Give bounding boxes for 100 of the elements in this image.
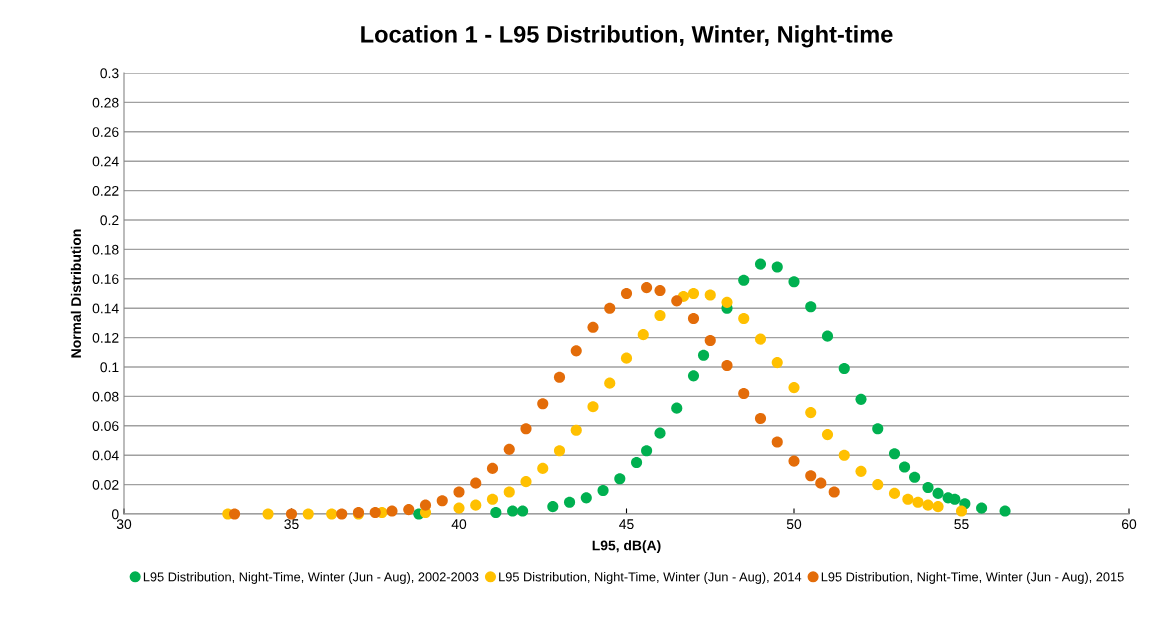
point bbox=[738, 387, 750, 400]
point bbox=[821, 429, 834, 441]
point bbox=[821, 330, 834, 342]
point bbox=[976, 502, 988, 514]
y-tick-label: 0.08 bbox=[92, 391, 119, 402]
point bbox=[637, 329, 649, 341]
point bbox=[805, 407, 817, 419]
point bbox=[932, 487, 944, 499]
point bbox=[641, 445, 653, 457]
point bbox=[604, 302, 616, 314]
point bbox=[507, 505, 519, 517]
point bbox=[641, 282, 653, 294]
point bbox=[620, 352, 633, 364]
point bbox=[738, 312, 750, 325]
point bbox=[517, 505, 529, 517]
point bbox=[654, 427, 666, 439]
point bbox=[302, 508, 314, 520]
point bbox=[738, 274, 750, 286]
point bbox=[721, 359, 733, 372]
point bbox=[754, 412, 767, 425]
point bbox=[888, 487, 901, 499]
point bbox=[654, 285, 666, 297]
point bbox=[604, 377, 616, 389]
y-tick-label: 0.2 bbox=[100, 215, 119, 226]
point bbox=[580, 492, 592, 504]
point bbox=[932, 501, 944, 513]
point bbox=[654, 309, 666, 322]
point bbox=[771, 436, 783, 448]
y-tick-label: 0.16 bbox=[92, 274, 119, 284]
point bbox=[872, 479, 884, 491]
y-tick-label: 0.24 bbox=[92, 156, 119, 167]
point bbox=[587, 401, 599, 413]
point bbox=[486, 493, 499, 505]
point bbox=[704, 334, 716, 347]
point bbox=[955, 505, 968, 517]
legend-label: L95 Distribution, Night-Time, Winter (Jun - Aug), 2002-2003 bbox=[143, 572, 479, 584]
point bbox=[838, 362, 850, 375]
point bbox=[805, 470, 817, 482]
x-tick-label: 40 bbox=[451, 519, 467, 530]
point bbox=[788, 276, 800, 288]
point bbox=[805, 301, 817, 313]
point bbox=[470, 499, 482, 511]
point bbox=[855, 465, 867, 477]
point bbox=[419, 499, 432, 511]
point bbox=[697, 349, 710, 361]
x-tick-label: 60 bbox=[1121, 519, 1137, 530]
x-tick-label: 45 bbox=[619, 519, 634, 530]
point bbox=[922, 499, 934, 511]
point bbox=[771, 261, 783, 273]
x-tick-label: 30 bbox=[116, 519, 132, 530]
point bbox=[828, 486, 840, 498]
point bbox=[537, 398, 549, 410]
point bbox=[671, 402, 683, 414]
x-tick-label: 35 bbox=[284, 519, 299, 530]
y-tick-label: 0 bbox=[111, 509, 119, 520]
point bbox=[520, 423, 532, 435]
y-axis-title: Normal Distribution bbox=[70, 229, 82, 358]
y-tick-label: 0.04 bbox=[92, 450, 119, 461]
y-tick-label: 0.06 bbox=[92, 421, 119, 431]
legend-label: L95 Distribution, Night-Time, Winter (Jun - Aug), 2014 bbox=[499, 572, 802, 584]
y-tick-label: 0.14 bbox=[92, 303, 119, 314]
point bbox=[902, 493, 914, 505]
y-tick-label: 0.18 bbox=[92, 244, 119, 255]
point bbox=[453, 486, 465, 498]
point bbox=[587, 321, 599, 333]
y-tick-label: 0.22 bbox=[92, 185, 119, 196]
y-tick-label: 0.1 bbox=[100, 362, 119, 373]
point bbox=[671, 295, 683, 307]
x-tick-label: 50 bbox=[786, 519, 802, 530]
point bbox=[553, 371, 566, 383]
point bbox=[285, 508, 298, 520]
point bbox=[403, 504, 415, 516]
point bbox=[704, 289, 716, 301]
point bbox=[909, 471, 921, 483]
point bbox=[898, 461, 911, 473]
point bbox=[999, 505, 1011, 517]
point bbox=[597, 484, 609, 497]
point bbox=[262, 508, 274, 520]
legend-label: L95 Distribution, Night-Time, Winter (Jun - Aug), 2015 bbox=[821, 572, 1124, 584]
chart-title: Location 1 - L95 Distribution, Winter, Night-time bbox=[361, 25, 893, 48]
point bbox=[754, 333, 767, 345]
y-tick-label: 0.3 bbox=[100, 68, 119, 79]
y-tick-label: 0.28 bbox=[92, 97, 119, 108]
point bbox=[687, 312, 700, 325]
y-tick-label: 0.02 bbox=[92, 479, 119, 490]
point bbox=[788, 455, 800, 467]
point bbox=[922, 481, 934, 494]
point bbox=[326, 508, 338, 520]
point bbox=[815, 477, 827, 489]
point bbox=[614, 473, 626, 485]
point bbox=[721, 296, 733, 308]
point bbox=[486, 462, 499, 474]
point bbox=[503, 486, 515, 498]
point bbox=[620, 287, 633, 300]
x-axis-title: L95, dB(A) bbox=[592, 540, 661, 554]
point bbox=[503, 443, 515, 455]
x-tick-label: 55 bbox=[954, 519, 969, 530]
point bbox=[630, 456, 643, 469]
point bbox=[687, 370, 700, 382]
point bbox=[553, 445, 566, 457]
